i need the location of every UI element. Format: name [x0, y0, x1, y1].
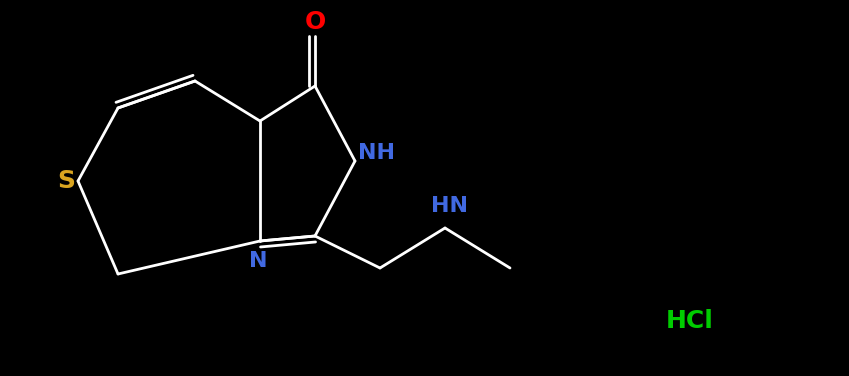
Text: HN: HN [431, 196, 469, 216]
Text: N: N [249, 251, 267, 271]
Text: O: O [305, 10, 326, 34]
Text: NH: NH [358, 143, 396, 163]
Text: S: S [57, 169, 75, 193]
Text: HCl: HCl [666, 309, 714, 333]
